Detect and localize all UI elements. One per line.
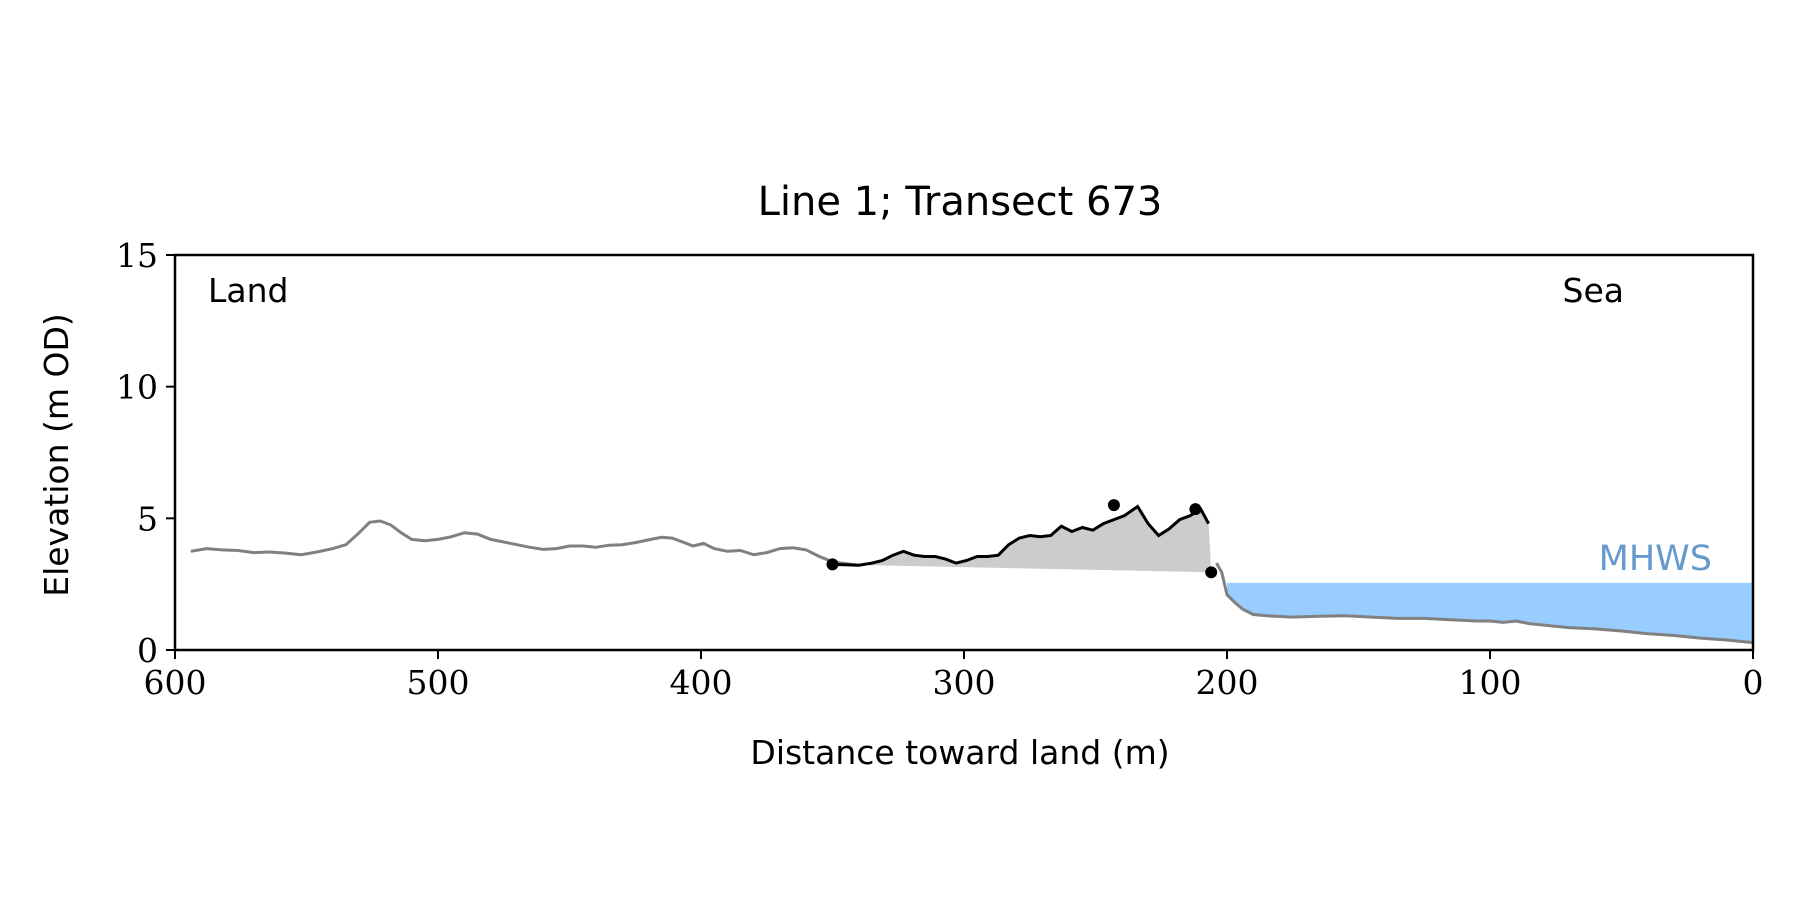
y-tick-label-15: 15 <box>116 236 158 275</box>
feature-marker-1 <box>1107 499 1120 512</box>
y-tick-label-5: 5 <box>137 499 158 538</box>
x-tick-label-0: 0 <box>1743 663 1764 702</box>
chart-title: Line 1; Transect 673 <box>758 179 1163 225</box>
mhws-water-area <box>1227 582 1753 643</box>
x-tick-label-500: 500 <box>407 663 470 702</box>
x-tick-label-100: 100 <box>1459 663 1522 702</box>
x-tick-label-200: 200 <box>1196 663 1259 702</box>
mhws-annotation: MHWS <box>1599 539 1712 579</box>
y-axis-label: Elevation (m OD) <box>37 313 76 597</box>
feature-profile-line <box>832 504 1210 567</box>
x-axis-label: Distance toward land (m) <box>750 733 1169 772</box>
feature-shaded-area <box>832 506 1212 573</box>
x-tick-label-400: 400 <box>670 663 733 702</box>
profile-line-land <box>190 519 859 567</box>
land-annotation: Land <box>208 271 288 310</box>
x-tick-label-600: 600 <box>144 663 207 702</box>
y-tick-label-0: 0 <box>137 631 158 670</box>
y-tick-label-10: 10 <box>116 368 158 407</box>
x-tick-label-300: 300 <box>933 663 996 702</box>
feature-marker-3 <box>1205 566 1218 579</box>
sea-annotation: Sea <box>1563 271 1624 310</box>
feature-marker-0 <box>826 558 839 571</box>
feature-marker-2 <box>1189 503 1202 516</box>
profile-line-sea <box>1215 562 1754 645</box>
